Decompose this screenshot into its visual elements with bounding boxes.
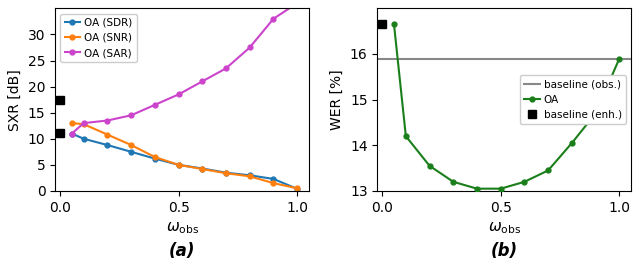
OA (SAR) (269, 17, 277, 20)
OA (SAR) (80, 121, 88, 125)
OA (473, 187, 481, 190)
OA (SAR) (104, 119, 111, 122)
OA (SAR) (222, 67, 230, 70)
OA (SNR) (269, 181, 277, 185)
OA (390, 23, 398, 26)
OA (SDR) (68, 132, 76, 135)
OA (SDR) (222, 171, 230, 174)
OA (545, 169, 552, 172)
Line: OA (SNR): OA (SNR) (69, 121, 300, 191)
Line: OA (SDR): OA (SDR) (69, 131, 300, 191)
OA (497, 187, 504, 190)
X-axis label: $\omega_\mathrm{obs}$: $\omega_\mathrm{obs}$ (166, 220, 198, 236)
Y-axis label: SXR [dB]: SXR [dB] (8, 69, 22, 130)
OA (SDR) (198, 167, 206, 170)
OA (SAR) (68, 132, 76, 135)
OA (SAR) (293, 1, 301, 5)
OA (SAR) (175, 93, 182, 96)
OA (SNR) (175, 163, 182, 166)
OA (SDR) (127, 150, 135, 153)
OA (426, 164, 433, 168)
OA (SDR) (104, 143, 111, 147)
OA (592, 112, 600, 115)
Y-axis label: WER [%]: WER [%] (330, 69, 344, 130)
Line: OA: OA (392, 22, 622, 191)
OA (616, 57, 623, 60)
OA (SAR) (151, 103, 159, 107)
Text: (b): (b) (491, 242, 518, 260)
OA (SNR) (293, 187, 301, 190)
OA (SAR) (246, 46, 253, 49)
OA (SDR) (80, 137, 88, 140)
OA (SDR) (175, 163, 182, 166)
OA (SNR) (80, 122, 88, 126)
OA (SAR) (127, 114, 135, 117)
OA (SNR) (104, 133, 111, 136)
OA (SDR) (269, 177, 277, 181)
OA (SNR) (246, 175, 253, 178)
OA (SDR) (293, 187, 301, 191)
OA (SNR) (68, 121, 76, 125)
OA (SNR) (222, 171, 230, 175)
OA (SNR) (198, 167, 206, 171)
OA (SAR) (198, 80, 206, 83)
Line: OA (SAR): OA (SAR) (69, 1, 300, 136)
OA (520, 180, 528, 183)
Text: (a): (a) (169, 242, 195, 260)
OA (568, 141, 576, 145)
OA (SNR) (127, 143, 135, 147)
X-axis label: $\omega_\mathrm{obs}$: $\omega_\mathrm{obs}$ (488, 220, 521, 236)
OA (449, 180, 457, 183)
Legend: baseline (obs.), OA, baseline (enh.): baseline (obs.), OA, baseline (enh.) (520, 75, 626, 124)
OA (SDR) (151, 157, 159, 160)
OA (SDR) (246, 174, 253, 177)
Legend: OA (SDR), OA (SNR), OA (SAR): OA (SDR), OA (SNR), OA (SAR) (60, 14, 137, 62)
OA (SNR) (151, 155, 159, 159)
OA (402, 135, 410, 138)
